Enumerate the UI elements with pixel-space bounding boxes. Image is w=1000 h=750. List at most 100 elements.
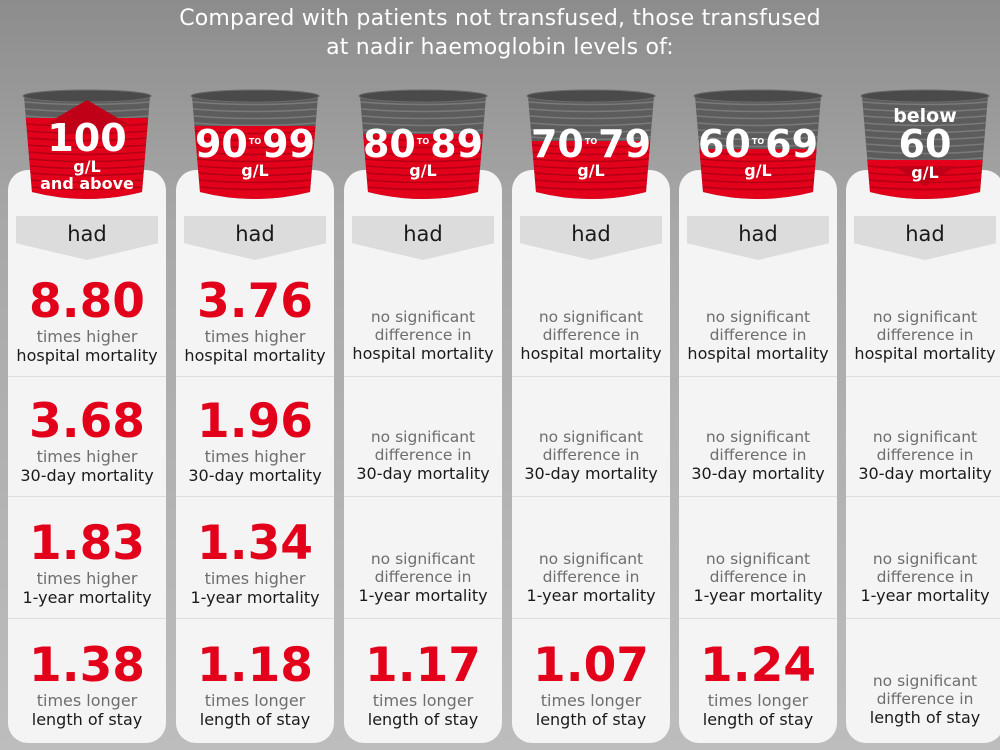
result-cell: 1.24 times longer length of stay <box>679 640 837 730</box>
measure-label: 30-day mortality <box>20 466 154 485</box>
column-panel <box>679 170 837 743</box>
measure-label: hospital mortality <box>520 344 662 363</box>
level-high: 89 <box>430 122 484 166</box>
row-divider <box>512 376 670 377</box>
level-high: 99 <box>262 122 316 166</box>
result-qualifier: times longer <box>540 691 642 710</box>
level-unit: g/L <box>409 161 437 180</box>
no-significant-text: no significant <box>872 428 978 446</box>
difference-in-text: difference in <box>876 446 974 464</box>
measure-label: hospital mortality <box>184 346 326 365</box>
no-significant-text: no significant <box>705 308 811 326</box>
blood-bucket-icon: below 60 g/L <box>860 88 990 208</box>
level-unit: g/L <box>73 157 101 176</box>
measure-label: 1-year mortality <box>526 586 656 605</box>
result-cell: 1.83 times higher 1-year mortality <box>8 516 166 608</box>
had-label: had <box>571 222 611 246</box>
measure-label: length of stay <box>535 710 647 729</box>
result-cell: no significant difference in length of sta… <box>846 672 1000 727</box>
column-panel <box>512 170 670 743</box>
row-divider <box>344 618 502 619</box>
result-cell: no significant difference in 30-day mortal… <box>512 428 670 483</box>
had-label: had <box>738 222 778 246</box>
difference-in-text: difference in <box>709 446 807 464</box>
no-significant-text: no significant <box>538 550 644 568</box>
level-range: 90TO99 <box>190 122 320 164</box>
result-cell: 1.34 times higher 1-year mortality <box>176 516 334 608</box>
up-arrow-icon <box>46 100 128 134</box>
result-cell: no significant difference in 1-year mortal… <box>512 550 670 605</box>
level-unit: g/L <box>241 161 269 180</box>
no-significant-text: no significant <box>370 550 476 568</box>
difference-in-text: difference in <box>876 690 974 708</box>
column-panel <box>176 170 334 743</box>
result-qualifier: times higher <box>36 447 138 466</box>
had-label: had <box>235 222 275 246</box>
measure-label: hospital mortality <box>352 344 494 363</box>
row-divider <box>8 376 166 377</box>
level-range: 70TO79 <box>526 122 656 164</box>
had-label: had <box>905 222 945 246</box>
result-cell: 3.76 times higher hospital mortality <box>176 276 334 366</box>
no-significant-text: no significant <box>872 308 978 326</box>
level-to: TO <box>248 137 262 146</box>
measure-label: 30-day mortality <box>691 464 825 483</box>
level-prefix: below <box>893 105 957 127</box>
column-1: 100 g/L and above had 8.80 times higher hospit… <box>8 88 166 743</box>
level-to: TO <box>584 137 598 146</box>
row-divider <box>679 496 837 497</box>
row-divider <box>679 618 837 619</box>
result-cell: no significant difference in hospital mort… <box>679 308 837 363</box>
blood-level-fill <box>192 126 318 199</box>
level-low: 90 <box>194 122 248 166</box>
measure-label: 1-year mortality <box>693 586 823 605</box>
result-cell: no significant difference in hospital mort… <box>846 308 1000 363</box>
level-range: 60TO69 <box>693 122 823 164</box>
result-value: 1.34 <box>197 516 313 571</box>
title-line-2: at nadir haemoglobin levels of: <box>326 35 674 60</box>
row-divider <box>512 618 670 619</box>
difference-in-text: difference in <box>374 446 472 464</box>
result-qualifier: times longer <box>372 691 474 710</box>
row-divider <box>8 496 166 497</box>
difference-in-text: difference in <box>542 326 640 344</box>
no-significant-text: no significant <box>872 672 978 690</box>
row-divider <box>512 496 670 497</box>
difference-in-text: difference in <box>374 326 472 344</box>
difference-in-text: difference in <box>542 568 640 586</box>
result-cell: 1.17 times longer length of stay <box>344 640 502 730</box>
no-significant-text: no significant <box>872 550 978 568</box>
column-5: 60TO69 g/L had no significant difference in h… <box>679 88 837 743</box>
result-value: 1.83 <box>29 516 145 571</box>
row-divider <box>679 376 837 377</box>
result-qualifier: times higher <box>36 327 138 346</box>
blood-bucket-icon: 70TO79 g/L <box>526 88 656 208</box>
result-cell: 3.68 times higher 30-day mortality <box>8 394 166 486</box>
result-value: 1.96 <box>197 394 313 449</box>
row-divider <box>176 376 334 377</box>
column-panel <box>846 170 1000 743</box>
level-range: 60 <box>860 124 990 164</box>
difference-in-text: difference in <box>876 326 974 344</box>
level-low: 70 <box>530 122 584 166</box>
result-qualifier: times higher <box>204 447 306 466</box>
column-4: 70TO79 g/L had no significant difference in h… <box>512 88 670 743</box>
row-divider <box>176 496 334 497</box>
result-qualifier: times higher <box>204 327 306 346</box>
result-cell: 1.96 times higher 30-day mortality <box>176 394 334 486</box>
no-significant-text: no significant <box>705 550 811 568</box>
no-significant-text: no significant <box>705 428 811 446</box>
result-value: 1.18 <box>197 638 313 693</box>
level-low: 60 <box>697 122 751 166</box>
measure-label: hospital mortality <box>16 346 158 365</box>
result-cell: no significant difference in 30-day mortal… <box>846 428 1000 483</box>
had-label: had <box>403 222 443 246</box>
level-extra: and above <box>40 174 134 193</box>
level-to: TO <box>416 137 430 146</box>
difference-in-text: difference in <box>709 568 807 586</box>
result-cell: no significant difference in 1-year mortal… <box>344 550 502 605</box>
result-value: 3.68 <box>29 394 145 449</box>
measure-label: 1-year mortality <box>358 586 488 605</box>
difference-in-text: difference in <box>876 568 974 586</box>
result-qualifier: times higher <box>204 569 306 588</box>
